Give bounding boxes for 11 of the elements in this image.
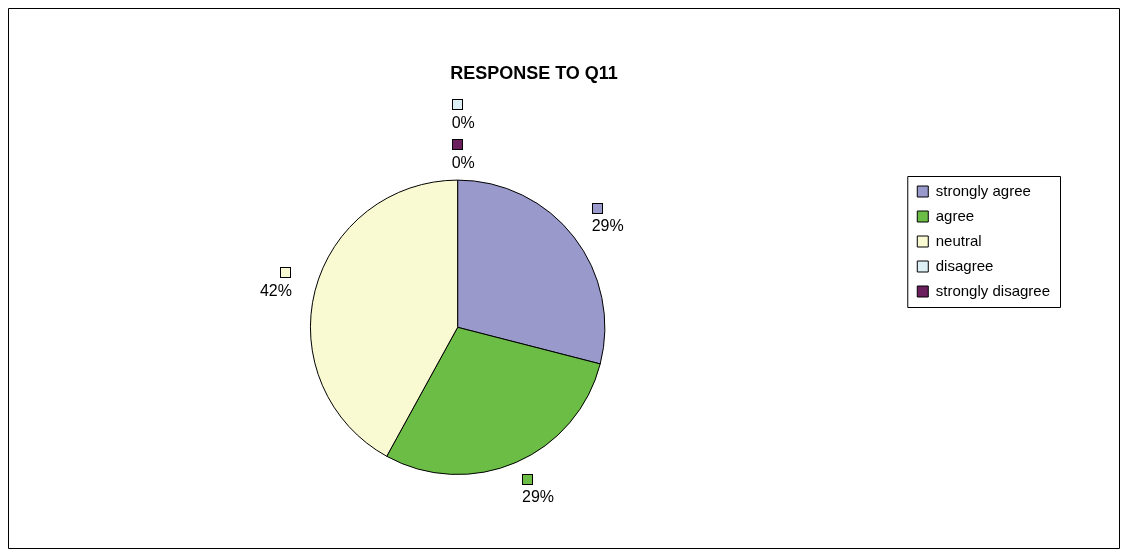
legend-label: neutral bbox=[935, 231, 982, 249]
data-label: 42% bbox=[259, 281, 292, 299]
chart-title: RESPONSE TO Q11 bbox=[450, 62, 618, 83]
data-label: 29% bbox=[522, 488, 555, 506]
legend-label: strongly disagree bbox=[935, 281, 1051, 299]
legend-label: disagree bbox=[935, 256, 994, 274]
text: 0% bbox=[451, 113, 475, 131]
legend-label: agree bbox=[935, 206, 975, 224]
legend-label: strongly agree bbox=[935, 181, 1031, 199]
data-label: 29% bbox=[591, 217, 624, 235]
text: 0% bbox=[451, 153, 475, 171]
